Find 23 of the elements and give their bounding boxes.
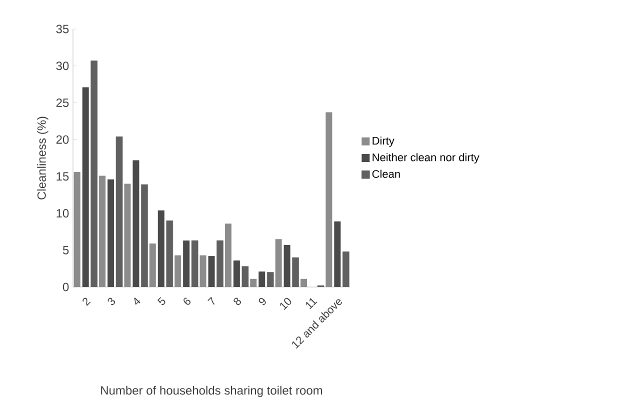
y-tick-label: 15	[56, 172, 69, 181]
y-tick-label: 10	[56, 209, 69, 218]
x-tick-label: 11	[306, 298, 318, 310]
y-tick-label: 20	[56, 135, 69, 144]
y-tick-label: 30	[56, 62, 69, 70]
legend-label: Clean	[372, 170, 400, 178]
legend-label: Neither clean nor dirty	[372, 153, 480, 164]
x-tick-label: 5	[157, 297, 166, 306]
x-tick-label: 9	[258, 298, 266, 306]
x-axis-title: Number of households sharing toilet room	[101, 386, 322, 398]
x-tick-label: 3	[108, 298, 116, 306]
y-tick-label: 5	[62, 246, 69, 254]
x-tick-label: 10	[280, 298, 292, 310]
y-tick-label: 0	[62, 282, 69, 292]
y-tick-label: 35	[56, 24, 69, 34]
y-axis-title: Cleanliness (%)	[37, 116, 48, 200]
x-tick-label: 7	[208, 296, 215, 305]
x-tick-label: 6	[184, 298, 191, 305]
x-tick-label: 4	[134, 297, 140, 305]
x-tick-label: 2	[82, 298, 91, 306]
x-tick-label: 8	[234, 298, 241, 306]
y-tick-label: 25	[56, 98, 69, 107]
legend-label: Dirty	[372, 136, 394, 147]
